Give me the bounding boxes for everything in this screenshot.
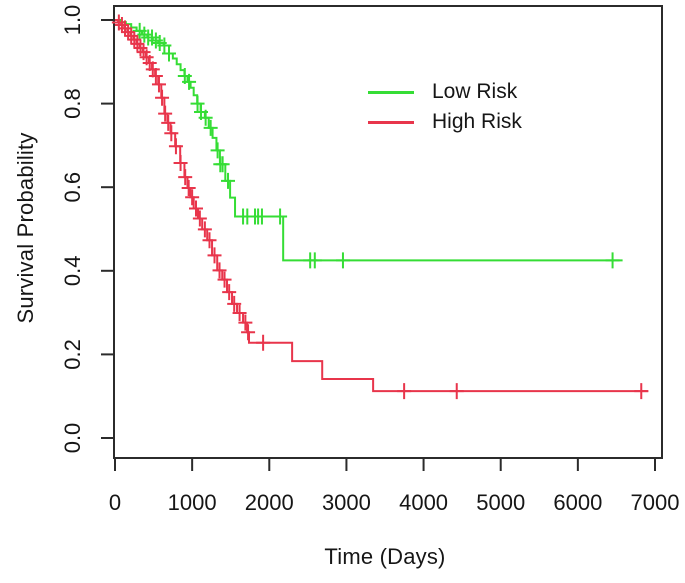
censor-mark bbox=[181, 180, 196, 197]
censor-mark bbox=[155, 89, 170, 106]
censor-mark bbox=[151, 76, 166, 93]
censor-mark bbox=[273, 208, 288, 225]
x-tick-label: 1000 bbox=[168, 490, 217, 515]
y-tick-label: 0.0 bbox=[60, 423, 85, 454]
legend-label-high-risk: High Risk bbox=[432, 110, 522, 133]
censor-mark bbox=[307, 252, 322, 269]
low-risk-line-swatch bbox=[368, 90, 414, 94]
censor-mark bbox=[449, 383, 464, 400]
censor-mark bbox=[148, 68, 163, 85]
censor-mark bbox=[210, 142, 225, 159]
legend-label-low-risk: Low Risk bbox=[432, 80, 518, 103]
censor-mark bbox=[133, 40, 148, 57]
censor-mark bbox=[232, 305, 247, 322]
censor-mark bbox=[158, 105, 173, 122]
y-tick-label: 1.0 bbox=[60, 5, 85, 36]
censor-mark bbox=[207, 247, 222, 264]
censor-mark bbox=[605, 252, 620, 269]
censor-mark bbox=[118, 20, 133, 37]
censor-mark bbox=[130, 35, 145, 52]
censor-mark bbox=[124, 27, 139, 44]
x-tick-label: 7000 bbox=[631, 490, 680, 515]
censor-mark bbox=[256, 334, 271, 351]
censor-mark bbox=[203, 119, 218, 136]
y-tick-label: 0.4 bbox=[60, 256, 85, 287]
high-risk-censor-marks bbox=[111, 14, 649, 400]
x-tick-label: 2000 bbox=[245, 490, 294, 515]
x-axis-title: Time (Days) bbox=[324, 544, 446, 569]
censor-mark bbox=[197, 221, 212, 238]
censor-mark bbox=[161, 114, 176, 131]
low-risk-censor-marks bbox=[132, 22, 620, 269]
high-risk-curve bbox=[115, 19, 649, 393]
x-tick-label: 5000 bbox=[476, 490, 525, 515]
x-tick-label: 3000 bbox=[322, 490, 371, 515]
censor-mark bbox=[222, 284, 237, 301]
high-risk-line-swatch bbox=[368, 120, 414, 124]
censor-mark bbox=[215, 156, 230, 173]
y-tick-label: 0.8 bbox=[60, 88, 85, 119]
censor-mark bbox=[127, 31, 142, 48]
x-tick-label: 6000 bbox=[553, 490, 602, 515]
censor-mark bbox=[162, 45, 176, 62]
plot-border bbox=[113, 5, 663, 459]
censor-mark bbox=[221, 172, 236, 189]
legend-entry-high-risk: High Risk bbox=[368, 107, 522, 137]
plot-legend: Low Risk High Risk bbox=[368, 77, 522, 137]
x-axis: 0 1000 2000 3000 4000 5000 6000 7000 bbox=[109, 458, 680, 515]
censor-mark bbox=[164, 125, 179, 142]
y-tick-label: 0.2 bbox=[60, 339, 85, 370]
censor-mark bbox=[238, 314, 253, 331]
censor-mark bbox=[190, 95, 205, 112]
censor-mark bbox=[198, 109, 213, 126]
censor-mark bbox=[182, 73, 197, 90]
censor-mark bbox=[121, 24, 136, 41]
censor-mark bbox=[227, 295, 242, 312]
censor-mark bbox=[212, 262, 227, 279]
censor-mark bbox=[241, 324, 256, 341]
censor-mark bbox=[254, 208, 269, 225]
low-risk-curve bbox=[115, 19, 623, 262]
censor-mark bbox=[114, 17, 129, 34]
y-axis: 0.0 0.2 0.4 0.6 0.8 1.0 bbox=[60, 5, 114, 454]
censor-mark bbox=[202, 232, 217, 249]
censor-mark bbox=[178, 169, 193, 186]
censor-mark bbox=[335, 252, 350, 269]
censor-mark bbox=[145, 61, 160, 78]
censor-mark bbox=[192, 210, 207, 227]
y-tick-label: 0.6 bbox=[60, 172, 85, 203]
censor-mark bbox=[168, 138, 183, 155]
x-tick-label: 0 bbox=[109, 490, 121, 515]
y-axis-title: Survival Probability bbox=[13, 132, 38, 324]
censor-mark bbox=[634, 383, 649, 400]
x-tick-label: 4000 bbox=[399, 490, 448, 515]
legend-entry-low-risk: Low Risk bbox=[368, 77, 522, 107]
censor-mark bbox=[397, 383, 412, 400]
censor-mark bbox=[217, 271, 232, 288]
censor-mark bbox=[173, 154, 188, 171]
censor-mark bbox=[185, 189, 200, 206]
censor-mark bbox=[189, 200, 203, 217]
